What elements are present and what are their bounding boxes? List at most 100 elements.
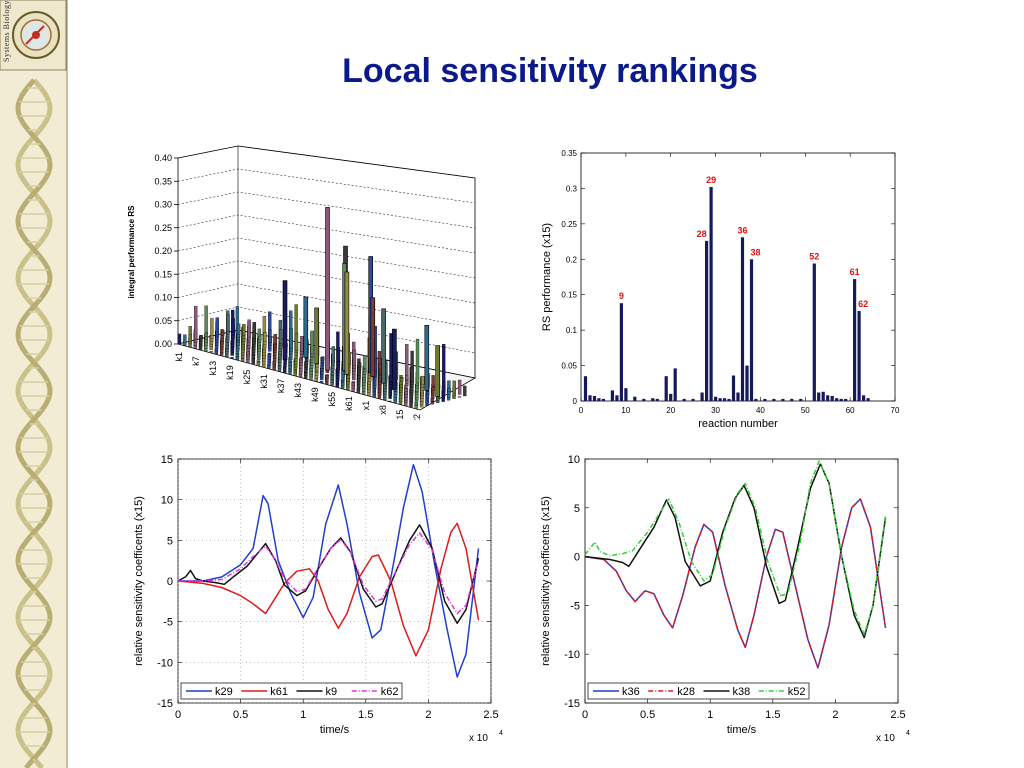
bar-3d (404, 397, 408, 401)
bar (745, 365, 749, 401)
bar-3d (277, 365, 282, 369)
bar-3d (225, 348, 229, 352)
bar (673, 368, 677, 401)
bar-3d (363, 355, 367, 369)
y-tick-label: 5 (167, 535, 173, 547)
sidebar-text: Systems Biology (2, 0, 11, 62)
logo-emblem (12, 11, 60, 59)
series-line (177, 524, 480, 625)
bar (624, 388, 628, 401)
bar (682, 398, 686, 401)
bar-3d (441, 396, 446, 399)
bar-3d-prominent (392, 328, 397, 390)
y-tick-label: 0.25 (154, 223, 172, 233)
bar-3d (399, 386, 403, 391)
bar (821, 391, 825, 401)
bar (781, 398, 785, 401)
bar-3d (425, 394, 430, 398)
bar-3d (357, 369, 361, 374)
legend-label: k9 (326, 686, 338, 698)
bar-3d (283, 366, 287, 373)
chart-3d-integral-performance: 0.00 0.05 0.10 0.15 0.20 0.25 0.30 0.35 0.40 inte… (127, 145, 477, 420)
bar-3d (415, 392, 419, 395)
x-tick-label: 1.5 (765, 709, 780, 721)
x-tick-label: k1 (174, 352, 184, 362)
x-tick-label: 2.5 (890, 709, 905, 721)
bar (642, 398, 646, 401)
gridline (177, 260, 476, 304)
slide-title: Local sensitivity rankings (342, 52, 758, 90)
bar-3d (310, 330, 314, 355)
x-axis-label: time/s (727, 724, 757, 736)
legend-label: k28 (677, 686, 695, 698)
data-label: 52 (809, 252, 819, 262)
bar-3d-prominent (370, 297, 376, 377)
bar-3d-prominent (314, 307, 319, 364)
data-label: 62 (858, 299, 868, 309)
x-tick-label: 1.5 (358, 709, 373, 721)
y-tick-label: -15 (564, 698, 580, 710)
bar-3d (341, 380, 345, 386)
bar (583, 376, 588, 401)
bar-3d (220, 346, 224, 350)
bar-3d (177, 333, 182, 345)
bar-3d (457, 379, 462, 395)
bar-3d (378, 388, 382, 391)
bar (651, 398, 655, 401)
x-tick-label: x8 (378, 405, 388, 415)
bar (763, 398, 767, 401)
x-tick-label: 0 (582, 709, 588, 721)
x-tick-label: 2 (425, 709, 431, 721)
bar (727, 398, 731, 401)
legend-label: k61 (270, 686, 288, 698)
bar-3d (457, 396, 462, 398)
x-tick-label: x22 (412, 414, 422, 420)
legend-label: k62 (381, 686, 399, 698)
x-tick-label: k37 (276, 379, 286, 394)
chart-rsc-k36-k28-k38-k52: -15 -10 -5 0 5 10 0 0.5 1 1.5 2 2.5 k36 k28 k38 k52 time… (540, 454, 910, 744)
y-tick-label: 0.1 (566, 326, 578, 335)
x-tick-label: k43 (293, 383, 303, 398)
bar (633, 396, 637, 401)
bar-3d (294, 304, 298, 359)
bar (691, 398, 695, 401)
x-tick-label: 0 (579, 406, 584, 415)
bar-3d (463, 385, 467, 397)
bar-3d (288, 362, 293, 366)
bar-3d (331, 346, 335, 361)
y-tick-label: 0.40 (154, 153, 172, 163)
y-tick-label: 0.05 (561, 362, 577, 371)
gridline (177, 145, 476, 179)
bar-3d (235, 356, 240, 358)
bar (619, 303, 623, 401)
bar (592, 396, 597, 401)
y-tick-label: 15 (161, 454, 173, 466)
data-label: 9 (619, 291, 624, 301)
gridline (177, 168, 476, 204)
x-tick-label: 40 (756, 406, 765, 415)
bar-3d (351, 381, 356, 386)
x-tick-label: 10 (621, 406, 630, 415)
x-tick-label: k7 (191, 356, 201, 366)
bar-3d (393, 391, 398, 395)
bar-3d (278, 329, 283, 349)
bar-3d (330, 379, 334, 381)
bar-3d (425, 398, 429, 401)
bar-3d (209, 351, 213, 353)
bar-3d-prominent (381, 308, 386, 384)
x-tick-label: k19 (225, 365, 235, 380)
y-axis-label: integral performance RS (127, 205, 136, 299)
dna-helix-decoration (15, 78, 53, 768)
bar-3d-prominent (303, 296, 309, 358)
bar-3d (335, 382, 340, 385)
bar (610, 390, 614, 401)
bar-3d (256, 361, 261, 363)
bar-3d (226, 314, 230, 332)
x-tick-label: 30 (711, 406, 720, 415)
bar-3d (252, 322, 257, 339)
bar-3d (199, 335, 203, 339)
bar-3d-prominent (424, 325, 430, 391)
bar-3d (431, 386, 435, 388)
bar-3d (288, 365, 292, 369)
bar-3d (251, 358, 255, 362)
